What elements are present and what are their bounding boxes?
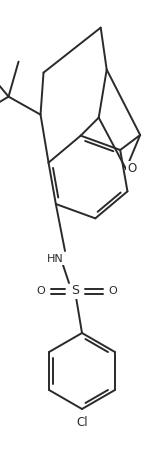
- Text: O: O: [37, 286, 45, 296]
- Text: S: S: [71, 285, 79, 297]
- Text: O: O: [127, 162, 137, 175]
- Text: O: O: [109, 286, 117, 296]
- Text: Cl: Cl: [76, 416, 88, 430]
- Text: HN: HN: [47, 254, 63, 264]
